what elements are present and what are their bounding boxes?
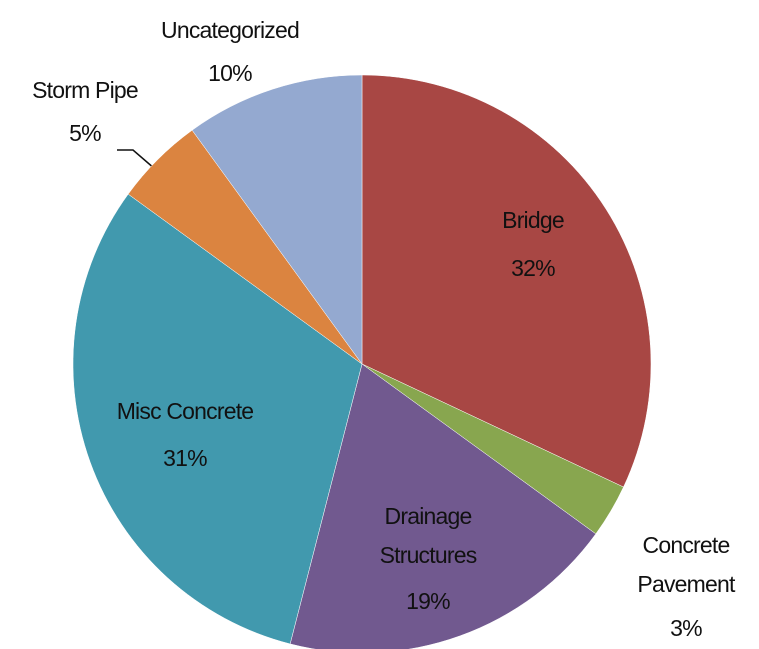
value-label: 19%: [406, 588, 450, 614]
value-label: 32%: [511, 255, 555, 281]
pie-slice: [191, 74, 363, 365]
slice-label: Concrete Pavement: [637, 532, 736, 597]
slice-label: Bridge: [502, 207, 564, 233]
pie-slice: [289, 363, 597, 649]
slice-label: Drainage Structures: [380, 503, 477, 568]
leader-line: [117, 149, 156, 170]
pie-slice: [72, 193, 363, 645]
slice-label: Storm Pipe: [32, 77, 138, 103]
value-label: 10%: [208, 60, 252, 86]
pie-slice: [361, 74, 652, 488]
slice-label: Misc Concrete: [117, 398, 254, 424]
value-label: 3%: [670, 615, 702, 641]
value-label: 5%: [69, 120, 101, 146]
slice-label: Uncategorized: [161, 17, 299, 43]
value-label: 31%: [163, 445, 207, 471]
